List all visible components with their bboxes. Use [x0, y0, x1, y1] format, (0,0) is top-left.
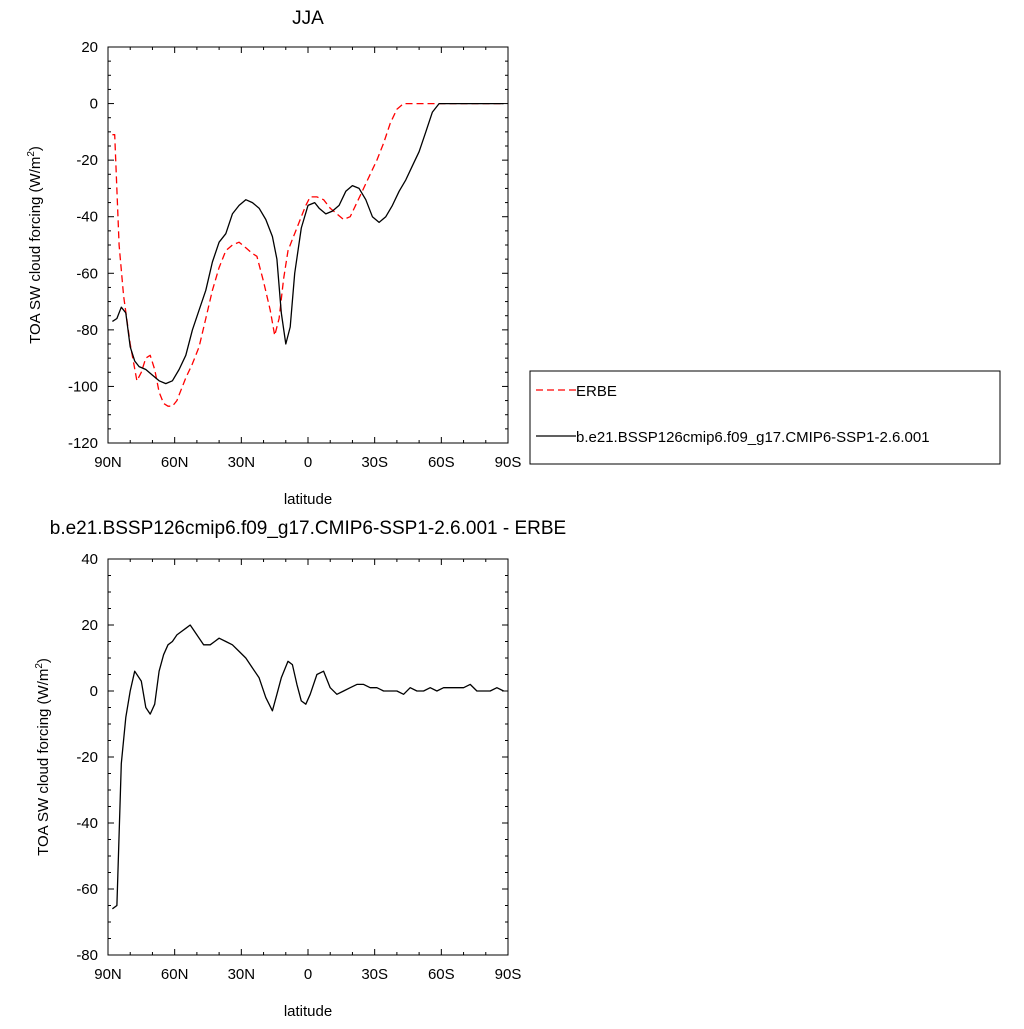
chart1-y-tick-label: 20	[81, 39, 98, 56]
chart2-plot-frame	[107, 558, 509, 956]
chart2-y-tick-label: -20	[76, 749, 98, 766]
chart2-y-tick-label: 40	[81, 551, 98, 568]
chart1-x-tick-label: 0	[304, 454, 312, 471]
chart2-y-tick-label: -40	[76, 815, 98, 832]
chart1-y-axis-title: TOA SW cloud forcing (W/m2)	[26, 146, 44, 344]
chart1-x-tick-label: 90N	[94, 454, 122, 471]
chart2-x-tick-label: 60N	[161, 966, 189, 983]
legend-label-2: b.e21.BSSP126cmip6.f09_g17.CMIP6-SSP1-2.…	[576, 429, 930, 446]
chart1-x-tick-label: 60S	[428, 454, 455, 471]
legend-label-1: ERBE	[576, 383, 617, 400]
chart2-x-axis-title: latitude	[284, 1003, 332, 1020]
chart2-x-tick-label: 30N	[228, 966, 256, 983]
chart1-y-tick-label: -40	[76, 209, 98, 226]
chart1-title: JJA	[292, 8, 324, 29]
chart1-y-tick-label: -100	[68, 378, 98, 395]
chart1-x-tick-label: 90S	[495, 454, 522, 471]
chart1-y-tick-label: -120	[68, 435, 98, 452]
chart2-title: b.e21.BSSP126cmip6.f09_g17.CMIP6-SSP1-2.…	[50, 518, 566, 539]
chart2-series-line-1	[112, 624, 504, 910]
chart1-series-line-1	[112, 102, 504, 407]
chart1-y-tick-label: -80	[76, 322, 98, 339]
chart1-y-tick-label: -60	[76, 265, 98, 282]
chart1-y-tick-label: 0	[90, 96, 98, 113]
chart1-x-tick-label: 30S	[361, 454, 388, 471]
chart2-x-tick-label: 0	[304, 966, 312, 983]
legend-box	[529, 370, 1001, 465]
chart2-y-tick-label: -80	[76, 947, 98, 964]
chart2-x-tick-label: 30S	[361, 966, 388, 983]
chart2-y-tick-label: 20	[81, 617, 98, 634]
chart1-y-tick-label: -20	[76, 152, 98, 169]
chart2-y-axis-title: TOA SW cloud forcing (W/m2)	[34, 658, 52, 856]
chart2-x-tick-label: 90S	[495, 966, 522, 983]
chart1-x-tick-label: 30N	[228, 454, 256, 471]
chart1-x-axis-title: latitude	[284, 491, 332, 508]
chart2-y-tick-label: 0	[90, 683, 98, 700]
chart2-y-tick-label: -60	[76, 881, 98, 898]
chart1-plot-frame	[107, 46, 509, 444]
chart1-series-line-2	[112, 102, 504, 385]
chart1-x-tick-label: 60N	[161, 454, 189, 471]
chart2-x-tick-label: 60S	[428, 966, 455, 983]
chart2-x-tick-label: 90N	[94, 966, 122, 983]
